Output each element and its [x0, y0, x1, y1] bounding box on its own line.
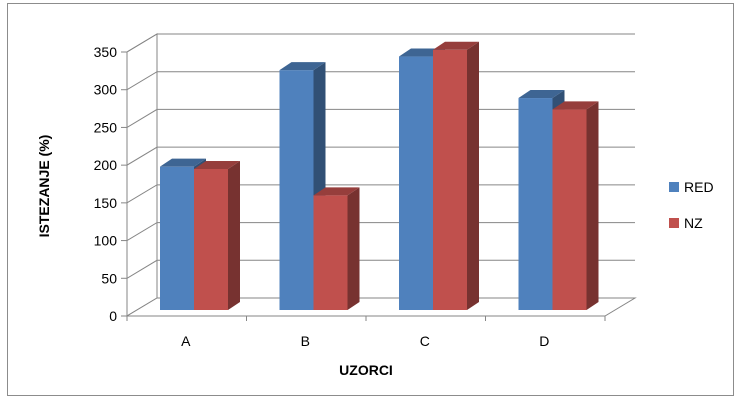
bar-side	[586, 101, 599, 310]
y-tick-label: 300	[94, 82, 118, 98]
bar-front	[313, 195, 348, 310]
bar-front	[552, 109, 587, 310]
bar-front	[194, 168, 228, 310]
gridline	[126, 71, 635, 91]
legend-swatch	[669, 218, 679, 228]
x-tick-label: D	[539, 333, 549, 349]
legend-item-nz: NZ	[669, 215, 703, 231]
floor	[125, 297, 637, 317]
bar-front	[518, 98, 553, 310]
bar-top	[194, 160, 240, 169]
legend-label: RED	[684, 179, 714, 195]
bar-top	[279, 62, 326, 71]
bar-front	[399, 56, 433, 311]
bar-nz-c	[433, 41, 479, 311]
x-tick-label: C	[420, 333, 430, 349]
bar-nz-a	[194, 160, 240, 310]
side-wall	[126, 33, 158, 317]
bar-nz-d	[552, 101, 599, 310]
bar-side	[347, 187, 360, 310]
legend-item-red: RED	[669, 179, 714, 195]
y-tick-label: 150	[94, 195, 118, 211]
legend-swatch	[669, 182, 679, 192]
chart-walls	[125, 33, 637, 317]
y-tick-label: 350	[94, 44, 118, 60]
x-axis-ticks: A B C D	[126, 316, 606, 349]
y-tick-label: 0	[109, 308, 117, 324]
bars	[160, 41, 599, 311]
bar-top	[313, 187, 360, 196]
y-axis-title: ISTEZANJE (%)	[36, 135, 52, 238]
bar-top	[433, 41, 479, 50]
y-axis-ticks: 0 50 100 150 200 250 300 350	[94, 44, 128, 324]
y-tick-label: 50	[101, 270, 117, 286]
legend: RED NZ	[669, 179, 714, 231]
legend-label: NZ	[684, 215, 703, 231]
gridline	[126, 33, 635, 53]
bar-top	[160, 158, 206, 167]
bar-nz-b	[313, 187, 360, 310]
bar-front	[160, 166, 194, 310]
bar-top	[552, 101, 599, 110]
x-tick-label: B	[301, 333, 310, 349]
x-tick-label: A	[181, 333, 191, 349]
y-tick-label: 200	[94, 157, 118, 173]
bar-side	[228, 160, 240, 310]
bar-top	[518, 90, 565, 99]
y-tick-label: 100	[94, 233, 118, 249]
y-tick-label: 250	[94, 119, 118, 135]
bar-front	[279, 70, 314, 310]
bar-side	[467, 41, 479, 311]
bar-front	[433, 49, 467, 311]
x-axis-title: UZORCI	[339, 362, 393, 378]
